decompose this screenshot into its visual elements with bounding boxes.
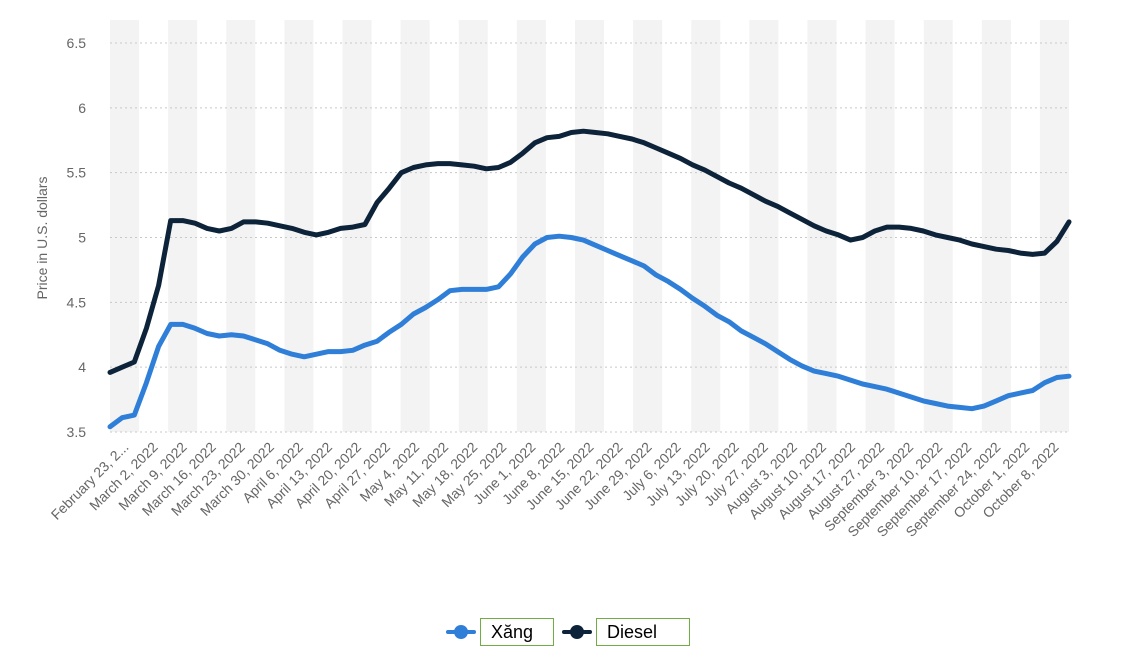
y-tick-label: 4 — [78, 359, 86, 375]
band — [981, 20, 1011, 432]
y-tick-label: 3.5 — [67, 424, 87, 440]
y-axis-ticks: 3.5 4 4.5 5 5.5 6 6.5 — [67, 35, 87, 440]
y-tick-label: 5.5 — [67, 165, 87, 181]
y-tick-label: 6.5 — [67, 35, 87, 51]
band — [516, 20, 546, 432]
band — [633, 20, 663, 432]
y-axis-title: Price in U.S. dollars — [34, 177, 50, 300]
series-line-diesel — [107, 128, 1072, 375]
legend: Xăng Diesel — [446, 617, 698, 647]
series-lines — [107, 128, 1072, 430]
band — [749, 20, 779, 432]
band — [458, 20, 488, 432]
band — [168, 20, 198, 432]
band — [400, 20, 430, 432]
y-tick-label: 5 — [78, 230, 86, 246]
band — [691, 20, 721, 432]
band — [923, 20, 953, 432]
legend-swatch-diesel — [562, 625, 592, 639]
legend-label-xang: Xăng — [480, 618, 554, 646]
alternating-bands — [110, 20, 1069, 432]
y-tick-label: 6 — [78, 100, 86, 116]
legend-item-xang[interactable]: Xăng — [446, 618, 554, 646]
legend-label-diesel: Diesel — [596, 618, 690, 646]
legend-item-diesel[interactable]: Diesel — [562, 618, 690, 646]
y-tick-label: 4.5 — [67, 294, 87, 310]
series-line-xang — [107, 233, 1072, 430]
band — [574, 20, 605, 432]
legend-swatch-xang — [446, 625, 476, 639]
